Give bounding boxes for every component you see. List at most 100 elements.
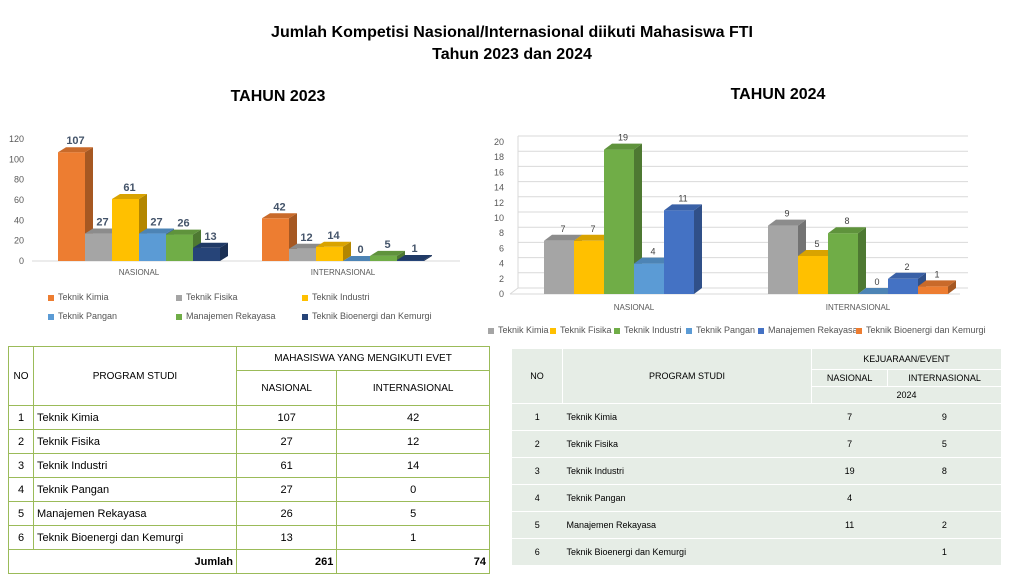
bar-top xyxy=(370,250,405,256)
y-tick-label: 16 xyxy=(494,167,504,177)
data-label: 5 xyxy=(384,239,390,251)
table-2023-cell-nas: 27 xyxy=(235,429,338,454)
data-label: 7 xyxy=(560,224,565,234)
bar-top xyxy=(798,250,836,256)
table-2024-cell-int: 9 xyxy=(887,403,1001,431)
legend-item: Teknik Bioenergi dan Kemurgi xyxy=(302,311,432,321)
table-2024-header-internasional: INTERNASIONAL xyxy=(887,369,1001,387)
data-label: 5 xyxy=(814,239,819,249)
floor-edge xyxy=(509,287,519,295)
data-label: 11 xyxy=(678,193,687,203)
main-title: Jumlah Kompetisi Nasional/Internasional … xyxy=(0,22,1024,66)
legend-item: Teknik Fisika xyxy=(550,325,612,335)
bar-front xyxy=(828,233,858,294)
table-2023-cell-no: 5 xyxy=(8,501,34,526)
bar-front xyxy=(112,198,139,261)
main-title-line2: Tahun 2023 dan 2024 xyxy=(432,46,592,63)
bar-top xyxy=(858,288,896,294)
bar-top xyxy=(397,254,432,260)
table-2024-cell-nas: 7 xyxy=(811,403,888,431)
table-row: 1 Teknik Kimia 7 9 xyxy=(512,403,1001,431)
table-2023-cell-name: Teknik Pangan xyxy=(33,477,237,502)
data-label: 107 xyxy=(66,135,84,147)
legend-label: Manajemen Rekayasa xyxy=(768,325,858,335)
table-2024-cell-nas: 19 xyxy=(811,457,888,485)
bar-front xyxy=(604,149,634,294)
data-label: 8 xyxy=(844,216,849,226)
bar-front xyxy=(918,286,948,294)
table-2024: NO PROGRAM STUDI KEJUARAAN/EVENT NASIONA… xyxy=(512,349,1001,566)
bar-front xyxy=(768,225,798,294)
table-2024-cell-name: Teknik Industri xyxy=(562,457,812,485)
legend-label: Teknik Fisika xyxy=(560,325,612,335)
data-label: 27 xyxy=(150,217,162,229)
table-2023-cell-nas: 26 xyxy=(235,501,338,526)
table-2024-cell-name: Teknik Pangan xyxy=(562,484,812,512)
bar-top xyxy=(85,228,120,234)
data-label: 9 xyxy=(784,209,789,219)
y-tick-label: 10 xyxy=(494,213,504,223)
table-row: 2 Teknik Fisika 7 5 xyxy=(512,430,1001,458)
bar-front xyxy=(262,218,289,261)
y-tick-label: 18 xyxy=(494,152,504,162)
bar-front xyxy=(139,233,166,261)
bar-front xyxy=(798,256,828,294)
bar-side xyxy=(858,227,866,294)
table-2023-cell-name: Teknik Kimia xyxy=(33,405,237,430)
table-2023-cell-name: Teknik Industri xyxy=(33,453,237,478)
bar-front xyxy=(634,263,664,294)
legend-item: Manajemen Rekayasa xyxy=(176,311,276,321)
y-tick-label: 40 xyxy=(14,215,24,225)
table-row: 6 Teknik Bioenergi dan Kemurgi 1 xyxy=(512,538,1001,566)
table-2024-cell-no: 1 xyxy=(512,403,563,431)
y-tick-label: 14 xyxy=(494,183,504,193)
bar-top xyxy=(139,228,174,234)
y-tick-label: 100 xyxy=(9,154,24,164)
legend-swatch xyxy=(614,327,620,334)
x-category-label: INTERNASIONAL xyxy=(826,303,891,312)
table-2023-total-nasional: 261 xyxy=(235,549,338,574)
bar-top xyxy=(166,229,201,235)
legend-swatch xyxy=(302,313,308,320)
y-tick-label: 20 xyxy=(14,236,24,246)
table-2023-total-label: Jumlah xyxy=(8,549,237,574)
table-2023-cell-no: 6 xyxy=(8,525,34,550)
bar-top xyxy=(574,234,612,241)
bar-front xyxy=(574,240,604,294)
y-tick-label: 20 xyxy=(494,137,504,147)
table-2023-cell-int: 14 xyxy=(336,453,490,478)
main-title-line1: Jumlah Kompetisi Nasional/Internasional … xyxy=(271,24,753,41)
table-row: 4 Teknik Pangan 27 0 xyxy=(8,477,490,502)
legend-item: Teknik Industri xyxy=(302,292,370,302)
table-2024-cell-int xyxy=(887,484,1001,512)
bar-front xyxy=(289,248,316,261)
bar-front xyxy=(58,152,85,261)
table-2023-cell-int: 12 xyxy=(336,429,490,454)
bar-front xyxy=(85,233,112,261)
table-2024-header-year: 2024 xyxy=(811,386,1001,404)
legend-swatch xyxy=(856,327,862,334)
bar-top xyxy=(768,219,806,226)
table-2023-total-internasional: 74 xyxy=(336,549,490,574)
legend-label: Teknik Fisika xyxy=(186,292,238,302)
legend-item: Teknik Pangan xyxy=(48,311,117,321)
bar-top xyxy=(828,227,866,234)
bar-side xyxy=(694,204,702,294)
y-tick-label: 0 xyxy=(499,289,504,299)
bar-front xyxy=(166,234,193,261)
y-tick-label: 4 xyxy=(499,259,504,269)
table-row: 3 Teknik Industri 19 8 xyxy=(512,457,1001,485)
bar-top xyxy=(634,257,672,264)
table-2023-cell-name: Teknik Bioenergi dan Kemurgi xyxy=(33,525,237,550)
legend-item: Teknik Fisika xyxy=(176,292,238,302)
table-2024-cell-nas: 7 xyxy=(811,430,888,458)
bar-top xyxy=(604,143,642,150)
table-2023-cell-int: 0 xyxy=(336,477,490,502)
legend-label: Teknik Industri xyxy=(312,292,370,302)
bar-front xyxy=(664,210,694,294)
table-2024-cell-no: 4 xyxy=(512,484,563,512)
table-2024-cell-int: 1 xyxy=(887,538,1001,566)
data-label: 4 xyxy=(650,247,655,257)
chart-2024-title: TAHUN 2024 xyxy=(730,86,826,103)
table-2023-cell-nas: 107 xyxy=(235,405,338,430)
